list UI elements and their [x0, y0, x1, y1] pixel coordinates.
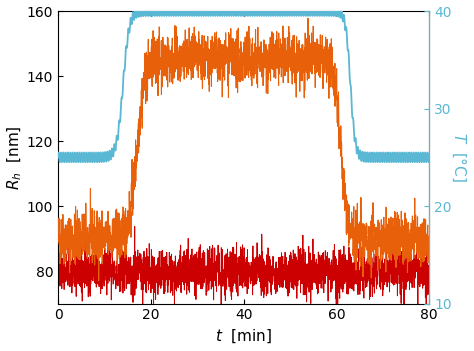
X-axis label: $t$  [min]: $t$ [min] [215, 328, 272, 345]
Y-axis label: $R_h$  [nm]: $R_h$ [nm] [6, 125, 24, 190]
Y-axis label: $T$  [°C]: $T$ [°C] [450, 132, 468, 182]
